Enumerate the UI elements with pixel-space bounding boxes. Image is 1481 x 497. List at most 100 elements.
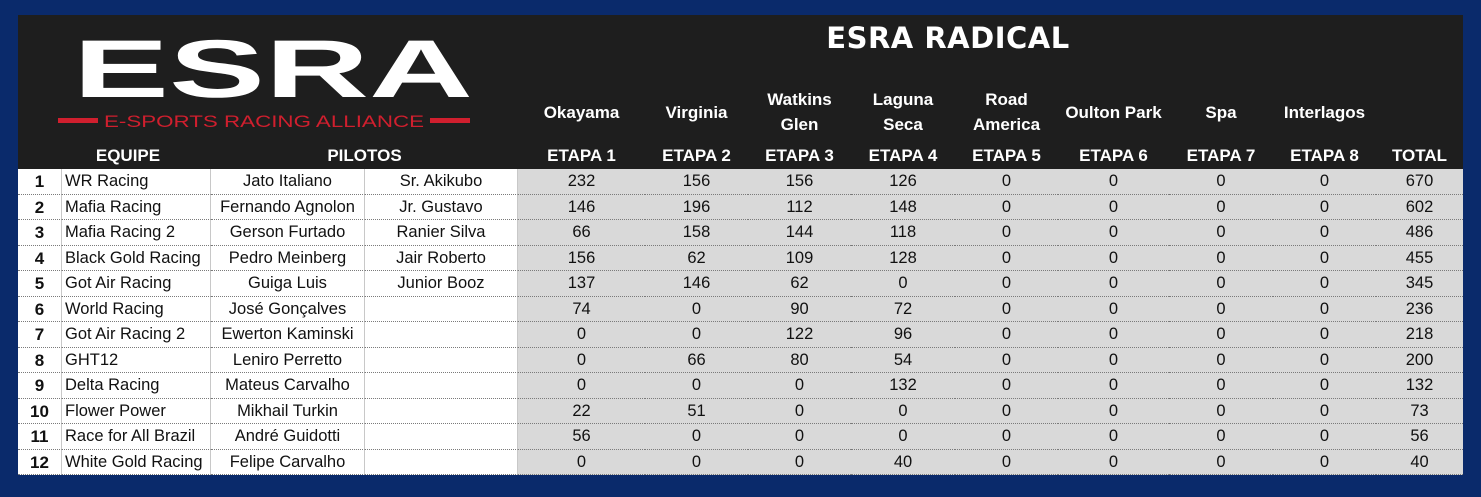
stage-points-cell: 22 [518, 398, 645, 424]
team-cell: Flower Power [62, 398, 211, 424]
position-cell: 6 [18, 296, 62, 322]
stage-points-cell: 0 [851, 398, 955, 424]
total-points-cell: 670 [1376, 169, 1463, 195]
stage-points-cell: 0 [1169, 296, 1273, 322]
team-cell: Race for All Brazil [62, 424, 211, 450]
esra-logo: ESRA E-SPORTS RACING ALLIANCE [58, 25, 473, 131]
total-points-cell: 40 [1376, 449, 1463, 475]
stage-points-cell: 0 [645, 449, 748, 475]
driver2-cell: Jr. Gustavo [365, 194, 518, 220]
stage-points-cell: 0 [1058, 169, 1169, 195]
stage-points-cell: 0 [1058, 373, 1169, 399]
driver1-cell: Leniro Perretto [211, 347, 365, 373]
table-row: 3 Mafia Racing 2 Gerson Furtado Ranier Silv… [18, 220, 1463, 246]
stage-points-cell: 0 [1169, 347, 1273, 373]
stage-points-cell: 0 [851, 271, 955, 297]
stage-points-cell: 109 [748, 245, 851, 271]
table-row: 10 Flower Power Mikhail Turkin 22 51 0 0 0 0 0 0 73 [18, 398, 1463, 424]
track-name: Interlagos [1283, 102, 1366, 122]
position-cell: 8 [18, 347, 62, 373]
stage-points-cell: 80 [748, 347, 851, 373]
stage-points-cell: 0 [1169, 398, 1273, 424]
stage-points-cell: 0 [1273, 449, 1376, 475]
team-cell: Mafia Racing 2 [62, 220, 211, 246]
stage-points-cell: 128 [851, 245, 955, 271]
driver2-cell [365, 296, 518, 322]
svg-text:ESRA: ESRA [73, 25, 473, 115]
stage-header: ETAPA 1 [547, 146, 616, 165]
stage-points-cell: 0 [955, 169, 1058, 195]
total-points-cell: 132 [1376, 373, 1463, 399]
stage-points-cell: 122 [748, 322, 851, 348]
stage-points-cell: 0 [955, 449, 1058, 475]
total-points-cell: 345 [1376, 271, 1463, 297]
team-cell: World Racing [62, 296, 211, 322]
stage-points-cell: 146 [645, 271, 748, 297]
stage-points-cell: 0 [1169, 449, 1273, 475]
stage-header: ETAPA 4 [868, 146, 938, 165]
stage-points-cell: 146 [518, 194, 645, 220]
team-cell: Got Air Racing [62, 271, 211, 297]
stage-header: ETAPA 3 [765, 146, 834, 165]
position-cell: 1 [18, 169, 62, 195]
table-row: 7 Got Air Racing 2 Ewerton Kaminski 0 0 122 96… [18, 322, 1463, 348]
stage-points-cell: 0 [1273, 424, 1376, 450]
stage-points-cell: 0 [955, 220, 1058, 246]
table-row: 9 Delta Racing Mateus Carvalho 0 0 0 132 0 0 0 0 13… [18, 373, 1463, 399]
stage-points-cell: 0 [1058, 398, 1169, 424]
stage-points-cell: 72 [851, 296, 955, 322]
driver1-cell: Mateus Carvalho [211, 373, 365, 399]
stage-header: ETAPA 6 [1079, 146, 1148, 165]
driver2-cell [365, 322, 518, 348]
track-name: Spa [1205, 102, 1237, 122]
stage-points-cell: 0 [1058, 245, 1169, 271]
stage-points-cell: 0 [518, 373, 645, 399]
stage-points-cell: 0 [955, 347, 1058, 373]
stage-points-cell: 0 [1058, 449, 1169, 475]
team-cell: Got Air Racing 2 [62, 322, 211, 348]
stage-points-cell: 0 [748, 449, 851, 475]
table-row: 2 Mafia Racing Fernando Agnolon Jr. Gustavo… [18, 194, 1463, 220]
stage-points-cell: 0 [518, 322, 645, 348]
table-row: 5 Got Air Racing Guiga Luis Junior Booz 137 1… [18, 271, 1463, 297]
team-cell: Black Gold Racing [62, 245, 211, 271]
stage-points-cell: 54 [851, 347, 955, 373]
total-points-cell: 455 [1376, 245, 1463, 271]
total-points-cell: 56 [1376, 424, 1463, 450]
stage-points-cell: 132 [851, 373, 955, 399]
stage-points-cell: 66 [518, 220, 645, 246]
total-header: TOTAL [1391, 146, 1448, 165]
track-name: Virginia [665, 102, 728, 122]
position-cell: 4 [18, 245, 62, 271]
stage-header: ETAPA 8 [1290, 146, 1359, 165]
stage-points-cell: 126 [851, 169, 955, 195]
stage-points-cell: 0 [645, 424, 748, 450]
total-points-cell: 486 [1376, 220, 1463, 246]
stage-points-cell: 0 [955, 296, 1058, 322]
table-row: 4 Black Gold Racing Pedro Meinberg Jair Rob… [18, 245, 1463, 271]
position-cell: 10 [18, 398, 62, 424]
total-points-cell: 236 [1376, 296, 1463, 322]
stage-points-cell: 0 [1169, 271, 1273, 297]
position-cell: 12 [18, 449, 62, 475]
track-name: Oulton Park [1065, 102, 1162, 122]
stage-points-cell: 0 [1169, 424, 1273, 450]
stage-points-cell: 0 [955, 398, 1058, 424]
stage-points-cell: 0 [645, 373, 748, 399]
table-row: 11 Race for All Brazil André Guidotti 56 0 0 0… [18, 424, 1463, 450]
total-points-cell: 73 [1376, 398, 1463, 424]
stage-points-cell: 156 [748, 169, 851, 195]
stage-points-cell: 0 [748, 424, 851, 450]
stage-points-cell: 0 [1169, 194, 1273, 220]
table-row: 8 GHT12 Leniro Perretto 0 66 80 54 0 0 0 0 200 [18, 347, 1463, 373]
stage-points-cell: 0 [955, 194, 1058, 220]
stage-points-cell: 232 [518, 169, 645, 195]
team-cell: WR Racing [62, 169, 211, 195]
driver2-cell [365, 398, 518, 424]
position-cell: 3 [18, 220, 62, 246]
position-cell: 9 [18, 373, 62, 399]
stage-points-cell: 0 [955, 245, 1058, 271]
team-cell: White Gold Racing [62, 449, 211, 475]
stage-points-cell: 0 [1273, 245, 1376, 271]
drivers-header: PILOTOS [327, 146, 402, 165]
